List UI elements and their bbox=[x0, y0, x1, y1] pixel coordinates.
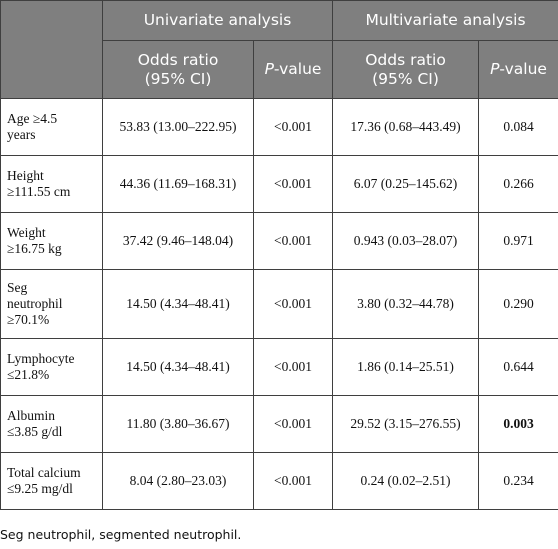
row-label-line: Albumin bbox=[7, 408, 56, 423]
row-label-line: Weight bbox=[7, 225, 46, 240]
row-label-line: Age ≥4.5 bbox=[7, 111, 58, 126]
row-label-line: neutrophil bbox=[7, 296, 63, 311]
univariate-odds-ratio: 11.80 (3.80–36.67) bbox=[102, 395, 254, 453]
row-label: Seg neutrophil ≥70.1% bbox=[0, 269, 103, 339]
univariate-odds-ratio: 14.50 (4.34–48.41) bbox=[102, 338, 254, 396]
table-row: Age ≥4.5 years 53.83 (13.00–222.95) <0.001 1… bbox=[0, 98, 558, 156]
row-label: Lymphocyte ≤21.8% bbox=[0, 338, 103, 396]
header-multi-p-value: P-value bbox=[477, 40, 558, 99]
header-uni-odds-ratio: Odds ratio (95% CI) bbox=[102, 40, 254, 99]
row-label: Total calcium ≤9.25 mg/dl bbox=[0, 452, 103, 510]
univariate-p-value: <0.001 bbox=[253, 212, 333, 270]
row-label: Weight ≥16.75 kg bbox=[0, 212, 103, 270]
univariate-p-value: <0.001 bbox=[253, 452, 333, 510]
multivariate-odds-ratio: 6.07 (0.25–145.62) bbox=[332, 155, 479, 213]
odds-ratio-label: Odds ratio bbox=[137, 50, 219, 69]
univariate-p-value: <0.001 bbox=[253, 338, 333, 396]
multivariate-odds-ratio: 3.80 (0.32–44.78) bbox=[332, 269, 479, 339]
ci-label: (95% CI) bbox=[144, 69, 212, 88]
multivariate-p-value: 0.971 bbox=[477, 212, 558, 270]
multivariate-p-value: 0.290 bbox=[477, 269, 558, 339]
univariate-odds-ratio: 37.42 (9.46–148.04) bbox=[102, 212, 254, 270]
row-label-line: years bbox=[7, 127, 36, 142]
multivariate-odds-ratio: 0.943 (0.03–28.07) bbox=[332, 212, 479, 270]
multivariate-p-value: 0.644 bbox=[477, 338, 558, 396]
p-label: P bbox=[490, 60, 500, 78]
table-row: Weight ≥16.75 kg 37.42 (9.46–148.04) <0.001… bbox=[0, 212, 558, 270]
univariate-odds-ratio: 14.50 (4.34–48.41) bbox=[102, 269, 254, 339]
table-row: Total calcium ≤9.25 mg/dl 8.04 (2.80–23.03… bbox=[0, 452, 558, 510]
row-label-line: Height bbox=[7, 168, 44, 183]
table-row: Height ≥111.55 cm 44.36 (11.69–168.31) <0.0… bbox=[0, 155, 558, 213]
p-label: P bbox=[264, 60, 274, 78]
univariate-p-value: <0.001 bbox=[253, 269, 333, 339]
row-label-line: ≥16.75 kg bbox=[7, 241, 62, 256]
row-label: Height ≥111.55 cm bbox=[0, 155, 103, 213]
univariate-p-value: <0.001 bbox=[253, 395, 333, 453]
value-label: -value bbox=[499, 60, 547, 78]
row-label-line: ≤9.25 mg/dl bbox=[7, 481, 73, 496]
row-label-line: ≤3.85 g/dl bbox=[7, 424, 63, 439]
row-label-line: Seg bbox=[7, 280, 28, 295]
univariate-p-value: <0.001 bbox=[253, 155, 333, 213]
multivariate-p-value: 0.234 bbox=[477, 452, 558, 510]
header-multivariate: Multivariate analysis bbox=[331, 0, 558, 41]
univariate-p-value: <0.001 bbox=[253, 98, 333, 156]
row-label-line: ≥111.55 cm bbox=[7, 184, 71, 199]
multivariate-p-value: 0.084 bbox=[477, 98, 558, 156]
results-table: Univariate analysis Multivariate analysi… bbox=[0, 0, 558, 510]
row-label-line: ≥70.1% bbox=[7, 312, 50, 327]
multivariate-odds-ratio: 0.24 (0.02–2.51) bbox=[332, 452, 479, 510]
multivariate-p-value: 0.266 bbox=[477, 155, 558, 213]
row-label-line: Total calcium bbox=[7, 465, 81, 480]
header-multi-odds-ratio: Odds ratio (95% CI) bbox=[332, 40, 479, 99]
univariate-odds-ratio: 44.36 (11.69–168.31) bbox=[102, 155, 254, 213]
univariate-odds-ratio: 8.04 (2.80–23.03) bbox=[102, 452, 254, 510]
header-univariate: Univariate analysis bbox=[102, 0, 333, 41]
ci-label: (95% CI) bbox=[372, 69, 439, 88]
header-uni-p-value: P-value bbox=[253, 40, 333, 99]
table-row: Seg neutrophil ≥70.1% 14.50 (4.34–48.41) <0.… bbox=[0, 269, 558, 339]
table-row: Lymphocyte ≤21.8% 14.50 (4.34–48.41) <0.001… bbox=[0, 338, 558, 396]
row-label-line: ≤21.8% bbox=[7, 367, 50, 382]
univariate-odds-ratio: 53.83 (13.00–222.95) bbox=[102, 98, 254, 156]
row-label: Age ≥4.5 years bbox=[0, 98, 103, 156]
value-label: -value bbox=[273, 60, 322, 78]
row-label: Albumin ≤3.85 g/dl bbox=[0, 395, 103, 453]
multivariate-p-value: 0.003 bbox=[477, 395, 558, 453]
row-label-line: Lymphocyte bbox=[7, 351, 75, 366]
multivariate-odds-ratio: 17.36 (0.68–443.49) bbox=[332, 98, 479, 156]
odds-ratio-label: Odds ratio bbox=[365, 50, 446, 69]
table-footnote: Seg neutrophil, segmented neutrophil. bbox=[0, 527, 242, 542]
multivariate-odds-ratio: 29.52 (3.15–276.55) bbox=[332, 395, 479, 453]
multivariate-odds-ratio: 1.86 (0.14–25.51) bbox=[332, 338, 479, 396]
header-corner bbox=[0, 0, 103, 99]
table-row: Albumin ≤3.85 g/dl 11.80 (3.80–36.67) <0.00… bbox=[0, 395, 558, 453]
